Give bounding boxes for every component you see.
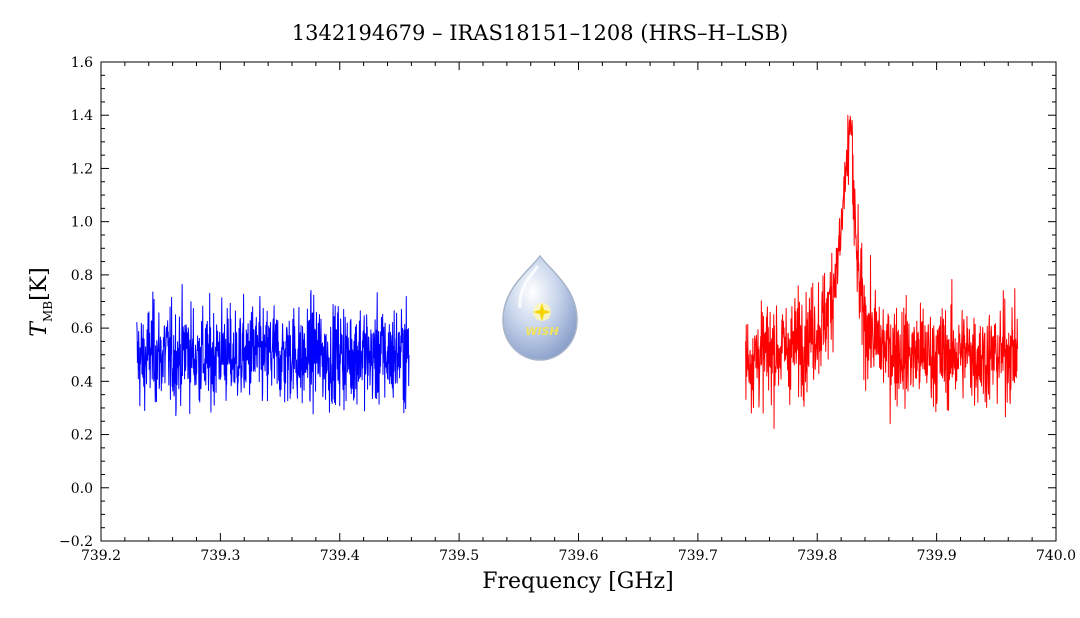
y-tick-labels: −0.2 0.0 0.2 0.4 0.6 0.8 1.0 1.2 1.4 1.6 (59, 55, 93, 550)
y-tick-label: 1.2 (71, 161, 93, 177)
star-icon (533, 303, 551, 321)
x-axis-label: Frequency [GHz] (482, 569, 674, 594)
y-tick-label: 1.6 (71, 55, 93, 71)
x-tick-label: 740.0 (1036, 548, 1076, 564)
axis-ticks (100, 61, 1057, 542)
series-red-line (745, 114, 1019, 430)
series-blue-line (136, 284, 410, 417)
logo-text: WISH (525, 325, 558, 338)
y-tick-label: −0.2 (59, 534, 93, 550)
y-axis-label: TMB[K] (27, 267, 55, 336)
y-axis-label-sub: MB (41, 301, 55, 322)
wish-logo: WISH (502, 254, 578, 361)
chart-title: 1342194679 – IRAS18151–1208 (HRS–H–LSB) (292, 21, 789, 45)
y-tick-label: 0.4 (71, 374, 93, 390)
y-tick-label: 0.8 (71, 268, 93, 284)
y-tick-label: 1.0 (71, 215, 93, 231)
y-tick-label: 0.0 (71, 481, 93, 497)
x-tick-label: 739.4 (320, 548, 360, 564)
x-tick-label: 739.7 (678, 548, 718, 564)
y-axis-label-main: T (27, 320, 52, 337)
y-tick-label: 0.2 (71, 428, 93, 444)
y-axis-label-unit: [K] (27, 267, 52, 301)
x-tick-label: 739.9 (917, 548, 957, 564)
plot-frame (100, 61, 1057, 542)
x-tick-label: 739.6 (558, 548, 598, 564)
y-tick-label: 1.4 (71, 108, 93, 124)
drop-highlight (518, 265, 540, 309)
svg-text:TMB[K]: TMB[K] (27, 267, 55, 336)
series-layer (136, 114, 1019, 430)
x-tick-label: 739.2 (81, 548, 121, 564)
x-tick-label: 739.5 (439, 548, 479, 564)
x-tick-label: 739.3 (200, 548, 240, 564)
x-tick-labels: 739.2 739.3 739.4 739.5 739.6 739.7 739.8 739.9… (81, 548, 1076, 564)
x-tick-label: 739.8 (797, 548, 837, 564)
y-tick-label: 0.6 (71, 321, 93, 337)
